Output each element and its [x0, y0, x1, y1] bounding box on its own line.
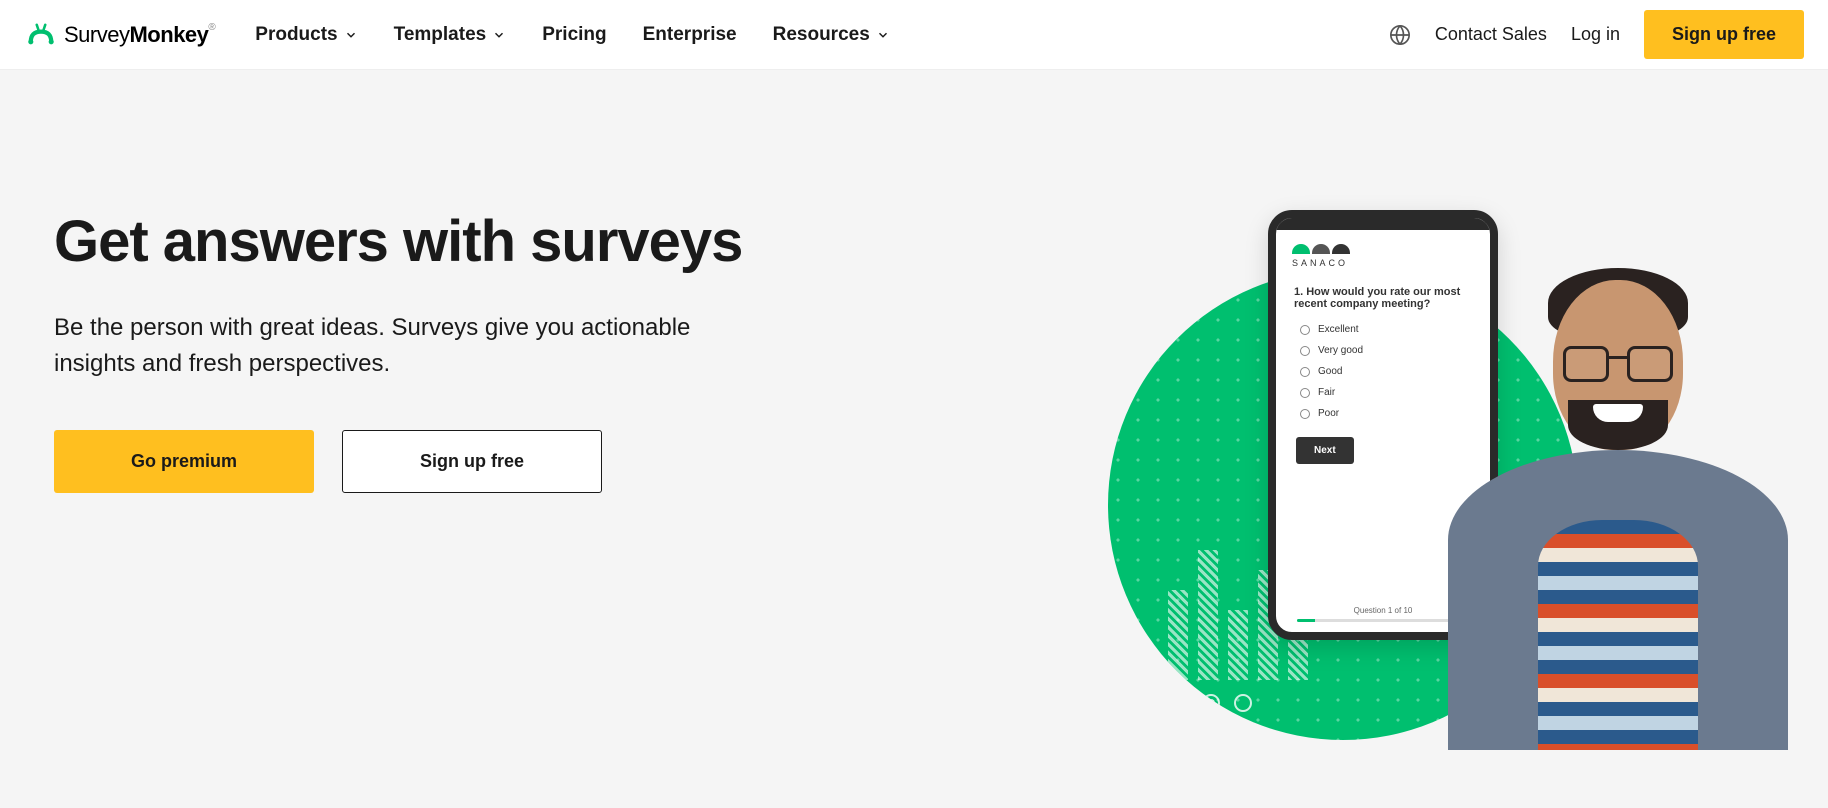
radio-icon	[1300, 409, 1310, 419]
nav-right: Contact Sales Log in Sign up free	[1389, 10, 1804, 59]
contact-sales-link[interactable]: Contact Sales	[1435, 24, 1547, 45]
nav-item-resources[interactable]: Resources	[773, 24, 890, 46]
survey-next-button[interactable]: Next	[1296, 437, 1354, 464]
sanaco-text: SANACO	[1292, 258, 1348, 268]
logo-icon	[24, 23, 58, 47]
hero-title: Get answers with surveys	[54, 210, 754, 274]
radio-icon	[1300, 346, 1310, 356]
nav-item-products[interactable]: Products	[255, 24, 357, 46]
person-illustration	[1448, 250, 1788, 750]
chevron-down-icon	[344, 28, 358, 42]
survey-options: Excellent Very good Good Fair Poor	[1292, 324, 1474, 419]
radio-icon	[1300, 325, 1310, 335]
hero-buttons: Go premium Sign up free	[54, 430, 754, 493]
progress-bar	[1297, 619, 1468, 622]
chevron-down-icon	[492, 28, 506, 42]
nav-items: Products Templates Pricing Enterprise Re…	[255, 24, 890, 46]
globe-icon[interactable]	[1389, 24, 1411, 46]
go-premium-button[interactable]: Go premium	[54, 430, 314, 493]
chevron-down-icon	[876, 28, 890, 42]
radio-icon	[1300, 367, 1310, 377]
progress-fill	[1297, 619, 1314, 622]
nav-label: Resources	[773, 24, 870, 46]
radio-decoration	[1170, 694, 1252, 712]
nav-label: Templates	[394, 24, 487, 46]
logo-text: SurveyMonkey®	[64, 22, 215, 48]
logo[interactable]: SurveyMonkey®	[24, 22, 215, 48]
nav-item-templates[interactable]: Templates	[394, 24, 507, 46]
nav-label: Pricing	[542, 24, 606, 46]
nav-item-enterprise[interactable]: Enterprise	[643, 24, 737, 46]
survey-question: 1. How would you rate our most recent co…	[1292, 286, 1474, 310]
signup-free-button[interactable]: Sign up free	[1644, 10, 1804, 59]
nav-item-pricing[interactable]: Pricing	[542, 24, 606, 46]
login-link[interactable]: Log in	[1571, 24, 1620, 45]
nav-label: Enterprise	[643, 24, 737, 46]
sanaco-logo: SANACO	[1292, 244, 1474, 268]
hero-subtitle: Be the person with great ideas. Surveys …	[54, 310, 754, 382]
nav-label: Products	[255, 24, 337, 46]
navbar: SurveyMonkey® Products Templates Pricing…	[0, 0, 1828, 70]
hero-left: Get answers with surveys Be the person w…	[54, 210, 754, 808]
hero-section: Get answers with surveys Be the person w…	[0, 70, 1828, 808]
signup-free-hero-button[interactable]: Sign up free	[342, 430, 602, 493]
hero-illustration: SANACO 1. How would you rate our most re…	[1108, 210, 1788, 770]
radio-icon	[1300, 388, 1310, 398]
